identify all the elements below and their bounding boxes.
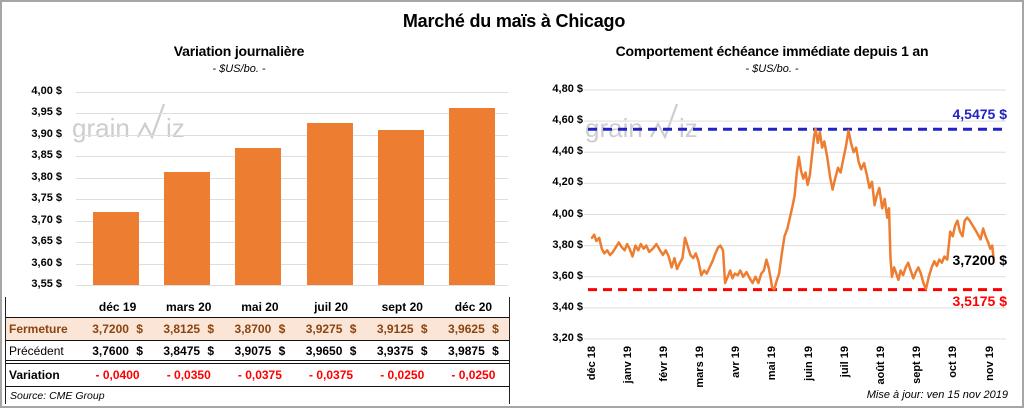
table-value-cell: 3,8125 $ — [153, 318, 225, 341]
table-corner-cell — [6, 297, 82, 318]
table-month-header: sept 20 — [366, 297, 438, 318]
y-tick-label: 3,95 $ — [31, 106, 62, 119]
watermark-text-suffix: iz — [679, 113, 698, 143]
table-month-header: déc 19 — [82, 297, 154, 318]
x-tick-label: nov 19 — [983, 346, 996, 381]
x-tick-label: mai 19 — [766, 346, 779, 381]
price-series-line — [590, 127, 995, 291]
table-value-cell: - 0,0375 — [295, 364, 367, 387]
y-tick-label: 3,75 $ — [31, 192, 62, 205]
x-tick-label: janv 19 — [621, 346, 634, 384]
y-tick-label: 3,20 $ — [552, 332, 583, 344]
watermark-text-prefix: grain — [72, 113, 130, 143]
y-gridline — [76, 156, 508, 158]
source-note: Source: CME Group — [10, 389, 105, 402]
y-tick-label: 3,40 $ — [552, 300, 583, 313]
y-tick-label: 3,85 $ — [31, 149, 62, 162]
table-value-cell: - 0,0375 — [224, 364, 296, 387]
y-gridline — [76, 134, 508, 136]
table-value-cell: 3,9375 $ — [366, 341, 438, 364]
table-row-label: Variation — [6, 364, 82, 387]
x-tick-label: avr 19 — [730, 346, 743, 378]
y-tick-label: 3,80 $ — [31, 170, 62, 183]
table-value-cell: 3,9625 $ — [437, 318, 509, 341]
table-month-header: juil 20 — [295, 297, 367, 318]
x-tick-label: sept 19 — [911, 346, 924, 384]
bar — [164, 172, 210, 285]
table-value-cell: 3,9125 $ — [366, 318, 438, 341]
y-tick-label: 3,80 $ — [552, 238, 583, 251]
grainwiz-watermark: grain iz — [72, 103, 185, 143]
y-gridline — [76, 285, 508, 286]
y-tick-label: 4,80 $ — [552, 83, 583, 95]
support-label: 3,5175 $ — [952, 293, 1008, 309]
x-tick-label: mars 19 — [694, 346, 706, 388]
futures-table: déc 19 mars 20 mai 20 juil 20 sept 20 déc 20 F… — [5, 297, 510, 404]
y-tick-label: 3,90 $ — [31, 127, 62, 140]
x-tick-label: juil 19 — [838, 346, 851, 378]
y-tick-label: 4,20 $ — [552, 176, 583, 189]
bar-chart-title: Variation journalière — [173, 43, 305, 59]
table-value-cell: 3,9275 $ — [295, 318, 367, 341]
resistance-label: 4,5475 $ — [952, 106, 1008, 122]
y-tick-label: 4,00 $ — [31, 85, 62, 97]
line-chart-subtitle: - $US/bo. - — [745, 63, 799, 75]
watermark-zigzag-icon — [137, 103, 166, 140]
table-value-cell: - 0,0250 — [366, 364, 438, 387]
table-value-cell: - 0,0350 — [153, 364, 225, 387]
table-month-header: déc 20 — [437, 297, 509, 318]
y-tick-label: 4,40 $ — [552, 145, 583, 158]
line-chart-title: Comportement échéance immédiate depuis 1… — [615, 43, 929, 59]
table-month-header: mai 20 — [224, 297, 296, 318]
y-tick-label: 3,65 $ — [31, 235, 62, 248]
x-tick-label: oct 19 — [947, 346, 960, 378]
update-date: Mise à jour: ven 15 nov 2019 — [866, 389, 1008, 401]
x-tick-label: févr 19 — [657, 346, 670, 382]
table-value-cell: 3,7600 $ — [82, 341, 154, 364]
bar-chart-subtitle: - $US/bo. - — [212, 63, 266, 75]
y-gridline — [76, 92, 508, 93]
table-row-label: Fermeture — [6, 318, 82, 341]
table-value-cell: - 0,0250 — [437, 364, 509, 387]
bar — [235, 147, 282, 285]
bar — [92, 212, 139, 285]
y-tick-label: 3,55 $ — [31, 278, 62, 290]
y-gridline — [76, 113, 508, 115]
table-month-header: mars 20 — [153, 297, 225, 318]
y-tick-label: 3,60 $ — [552, 269, 583, 282]
y-gridline — [76, 263, 508, 265]
table-row-label: Précédent — [6, 341, 82, 364]
table-value-cell: 3,9075 $ — [224, 341, 296, 364]
table-value-cell: 3,9875 $ — [437, 341, 509, 364]
table-value-cell: 3,9650 $ — [295, 341, 367, 364]
line-chart-plot — [584, 89, 1006, 340]
last-price-label: 3,7200 $ — [952, 252, 1008, 268]
bar — [378, 129, 424, 285]
y-gridline — [76, 220, 508, 222]
watermark-text-suffix: iz — [166, 113, 185, 143]
y-gridline — [76, 177, 508, 179]
x-tick-label: déc 18 — [585, 346, 598, 381]
y-tick-label: 3,60 $ — [31, 256, 62, 269]
y-tick-label: 4,00 $ — [552, 207, 583, 220]
x-tick-label: juin 19 — [802, 346, 815, 381]
table-value-cell: 3,8700 $ — [224, 318, 296, 341]
table-value-cell: - 0,0400 — [82, 364, 154, 387]
table-value-cell: 3,7200 $ — [82, 318, 154, 341]
x-tick-label: août 19 — [874, 346, 887, 385]
bar — [306, 123, 353, 285]
y-gridline — [76, 199, 508, 201]
table-value-cell: 3,8475 $ — [153, 341, 225, 364]
y-gridline — [76, 242, 508, 244]
y-tick-label: 3,70 $ — [31, 213, 62, 226]
bar — [449, 108, 496, 285]
y-tick-label: 4,60 $ — [552, 114, 583, 127]
page-title: Marché du maïs à Chicago — [402, 11, 626, 31]
